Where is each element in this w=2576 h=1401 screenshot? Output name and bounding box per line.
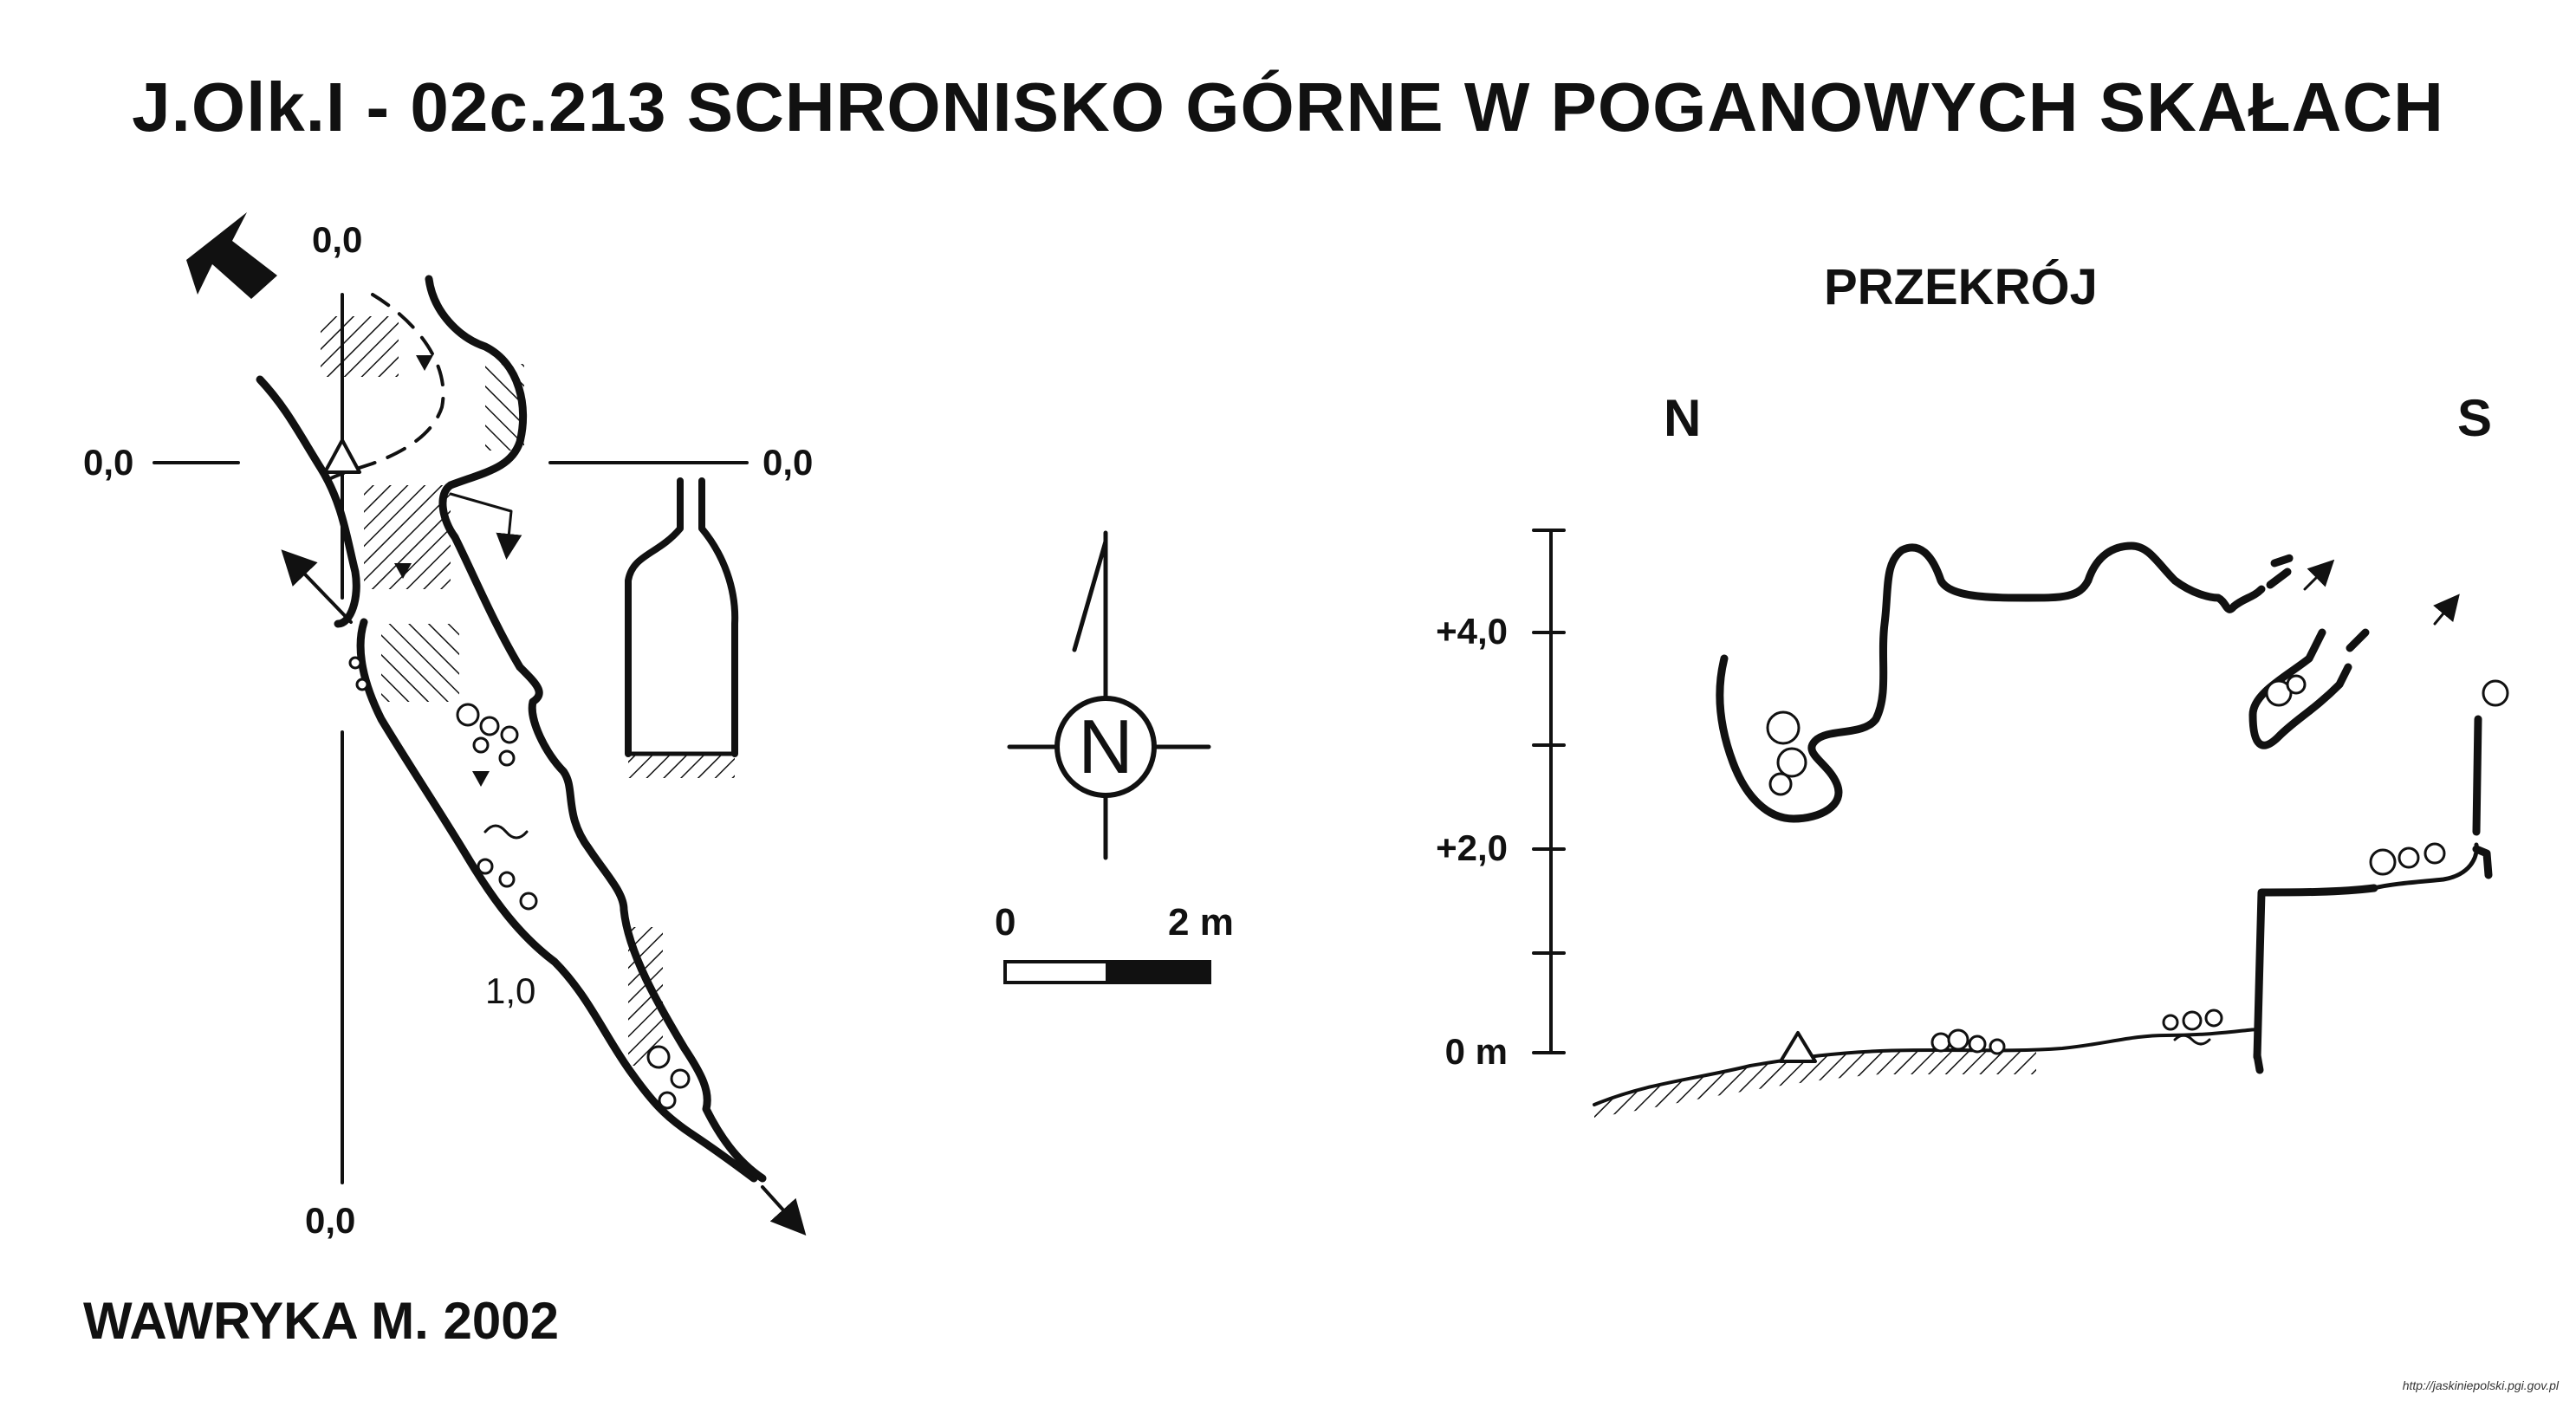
plan-wall-hatch xyxy=(485,364,524,451)
plan-depth-label: 1,0 xyxy=(485,970,536,1011)
scale-start-label: 0 xyxy=(995,901,1016,944)
plan-coord-left: 0,0 xyxy=(83,442,134,483)
plan-slope-marker xyxy=(472,771,490,787)
scale-bar-black xyxy=(1106,960,1211,984)
section-water-icon xyxy=(2173,1034,2211,1046)
plan-view xyxy=(152,212,807,1236)
plan-slope-marker xyxy=(394,563,412,579)
plan-floor-hatch xyxy=(321,316,399,377)
scale-bar-white xyxy=(1003,960,1109,984)
plan-rubble xyxy=(348,656,691,1110)
plan-floor-hatch xyxy=(381,624,459,702)
section-arrow xyxy=(2303,559,2335,591)
source-link[interactable]: http://jaskiniepolski.pgi.gov.pl xyxy=(2402,1378,2559,1392)
plan-coord-right: 0,0 xyxy=(762,442,814,483)
compass-north-letter: N xyxy=(1078,704,1133,789)
scale-end-label: 2 m xyxy=(1168,901,1234,944)
section-floor-hatch xyxy=(1594,1050,2036,1118)
plan-wall-left xyxy=(256,375,758,1183)
section-view xyxy=(1532,529,2509,1118)
section-shaft xyxy=(2248,628,2352,749)
page-title: J.Olk.I - 02c.213 SCHRONISKO GÓRNE W POG… xyxy=(132,68,2444,146)
elevation-label: +2,0 xyxy=(1436,827,1508,868)
compass-needle-tip xyxy=(1072,539,1108,652)
plan-arrow-down xyxy=(761,1185,807,1236)
plan-arrow-side xyxy=(449,492,522,560)
datum-triangle-icon xyxy=(323,438,361,474)
plan-arrow-up xyxy=(281,549,353,624)
compass xyxy=(1007,530,1211,860)
section-floor xyxy=(1593,1028,2259,1106)
plan-coord-top: 0,0 xyxy=(312,219,363,260)
compass-circle xyxy=(1054,696,1157,798)
elevation-label: 0 m xyxy=(1444,1031,1508,1072)
section-rubble xyxy=(1766,674,2509,1055)
plan-cross-section-floor xyxy=(628,754,735,778)
scale-bar xyxy=(1003,960,1211,984)
plan-floor-hatch xyxy=(364,485,451,589)
entrance-arrow-icon xyxy=(186,212,277,299)
plan-slope-marker xyxy=(416,355,433,371)
section-title: PRZEKRÓJ xyxy=(1824,259,2098,315)
section-dir-left: N xyxy=(1664,389,1702,447)
plan-wall-right xyxy=(425,275,767,1183)
section-wall-right xyxy=(2253,715,2493,1061)
plan-water-icon xyxy=(483,824,529,840)
plan-cross-section xyxy=(625,477,739,757)
section-dir-right: S xyxy=(2457,389,2493,447)
elevation-label: +4,0 xyxy=(1436,611,1508,652)
section-datum-triangle-icon xyxy=(1779,1031,1817,1063)
section-ceiling xyxy=(1716,542,2266,823)
section-arrow xyxy=(2433,593,2460,626)
author-credit: WAWRYKA M. 2002 xyxy=(83,1292,559,1350)
plan-coord-bottom: 0,0 xyxy=(305,1200,356,1241)
plan-wall-hatch xyxy=(628,927,663,1066)
